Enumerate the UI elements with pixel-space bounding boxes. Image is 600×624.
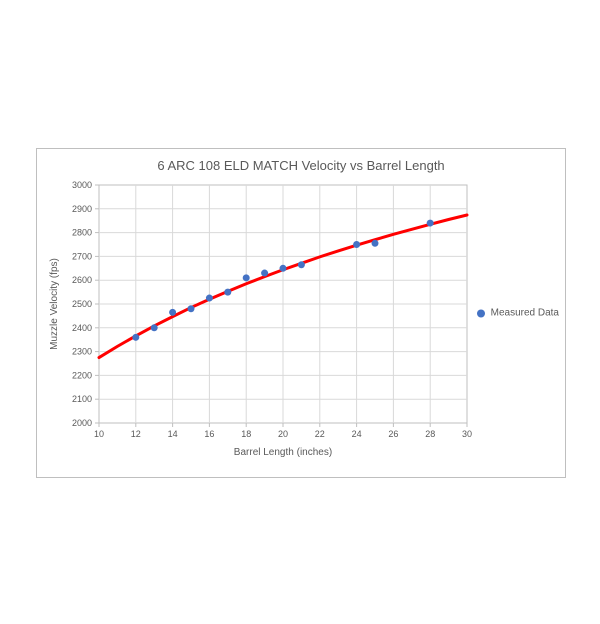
svg-text:2200: 2200 bbox=[72, 370, 92, 380]
svg-text:2100: 2100 bbox=[72, 394, 92, 404]
svg-text:26: 26 bbox=[388, 429, 398, 439]
svg-text:Muzzle Velocity (fps): Muzzle Velocity (fps) bbox=[49, 258, 60, 350]
svg-text:24: 24 bbox=[352, 429, 362, 439]
svg-text:14: 14 bbox=[168, 429, 178, 439]
legend-marker-icon bbox=[477, 309, 485, 317]
page: 6 ARC 108 ELD MATCH Velocity vs Barrel L… bbox=[0, 0, 600, 624]
svg-text:Barrel Length (inches): Barrel Length (inches) bbox=[234, 447, 332, 458]
chart-container: 6 ARC 108 ELD MATCH Velocity vs Barrel L… bbox=[36, 148, 566, 478]
svg-text:2400: 2400 bbox=[72, 323, 92, 333]
svg-text:28: 28 bbox=[425, 429, 435, 439]
svg-text:30: 30 bbox=[462, 429, 472, 439]
svg-text:10: 10 bbox=[94, 429, 104, 439]
svg-text:2900: 2900 bbox=[72, 204, 92, 214]
svg-text:18: 18 bbox=[241, 429, 251, 439]
svg-text:2300: 2300 bbox=[72, 347, 92, 357]
svg-text:2600: 2600 bbox=[72, 275, 92, 285]
svg-text:22: 22 bbox=[315, 429, 325, 439]
svg-text:20: 20 bbox=[278, 429, 288, 439]
legend-label: Measured Data bbox=[491, 308, 559, 319]
svg-text:2000: 2000 bbox=[72, 418, 92, 428]
svg-text:3000: 3000 bbox=[72, 180, 92, 190]
legend: Measured Data bbox=[477, 308, 559, 319]
svg-text:12: 12 bbox=[131, 429, 141, 439]
svg-text:2800: 2800 bbox=[72, 228, 92, 238]
svg-text:2500: 2500 bbox=[72, 299, 92, 309]
svg-text:16: 16 bbox=[204, 429, 214, 439]
svg-text:2700: 2700 bbox=[72, 251, 92, 261]
